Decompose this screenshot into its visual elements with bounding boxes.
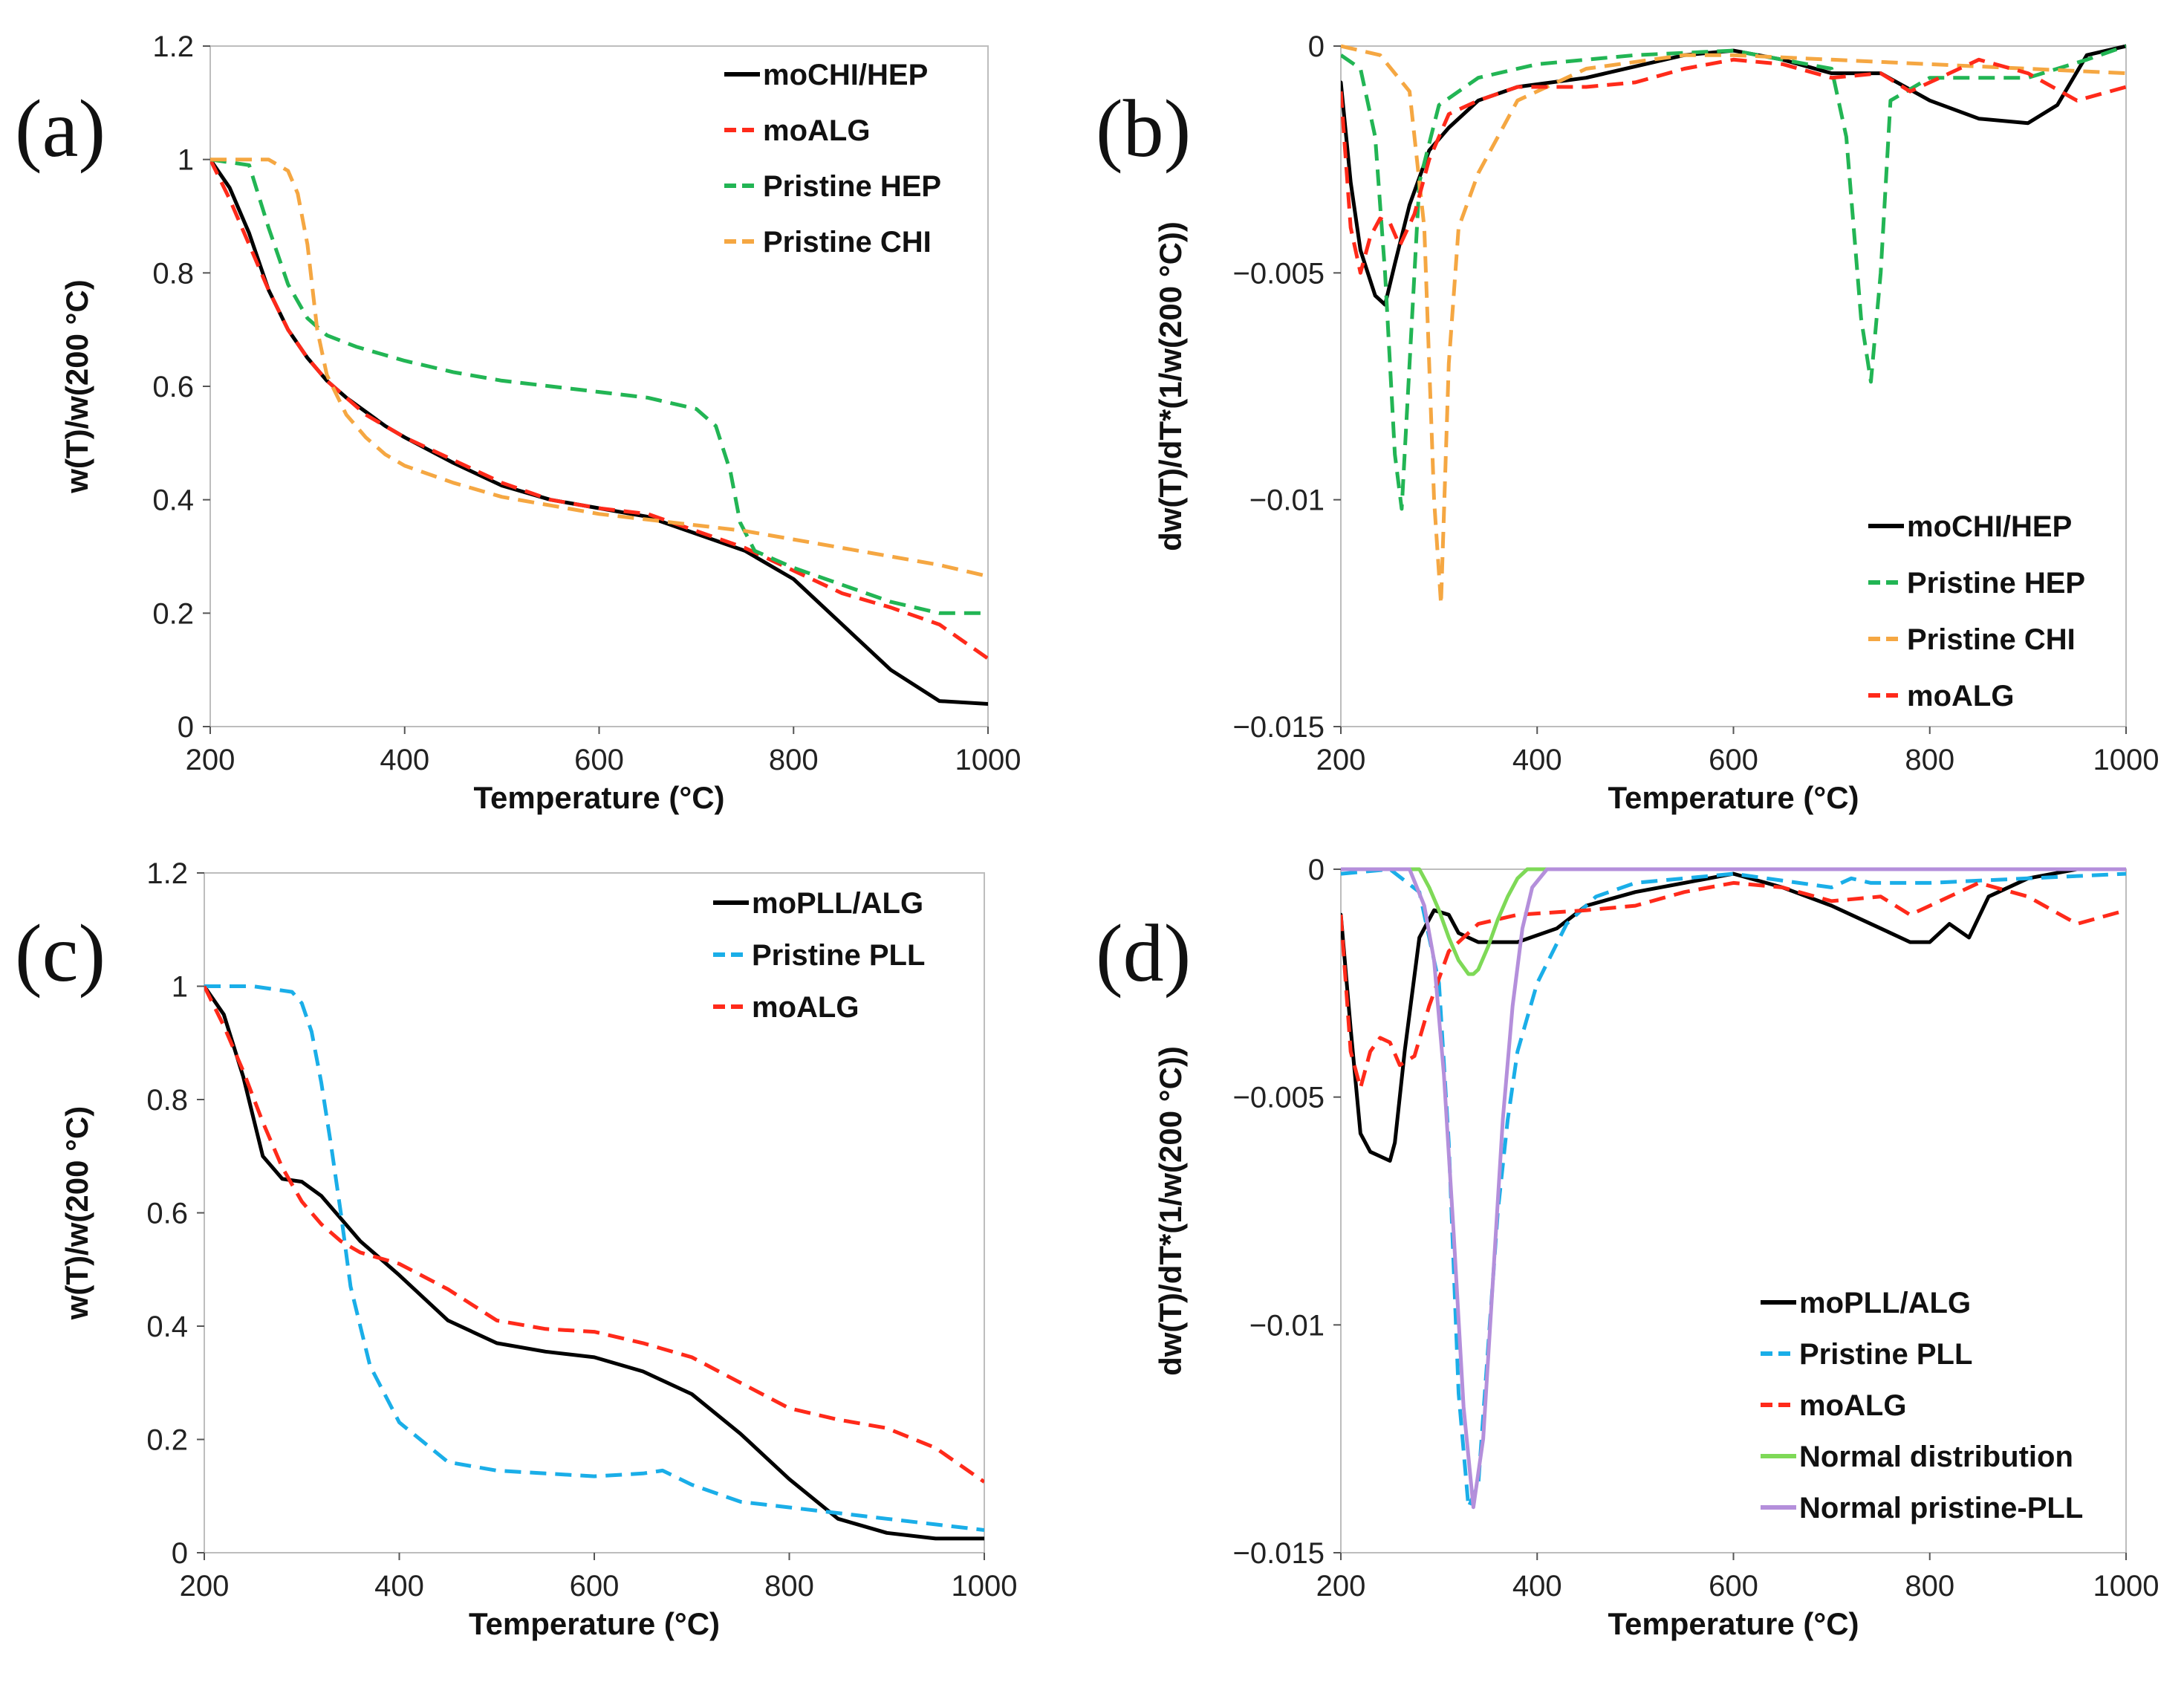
x-axis-title: Temperature (°C) <box>1608 780 1859 815</box>
x-tick-label: 200 <box>1316 1570 1366 1603</box>
series-group <box>1341 44 2126 606</box>
x-tick-label: 600 <box>570 1570 620 1603</box>
y-tick-label: 0.6 <box>152 371 194 403</box>
series-line-normal-distribution <box>1341 867 2126 976</box>
panel-a: 0 0.2 0.4 0.6 0.8 1 1.2 200 400 600 800 1000 Tempera… <box>15 30 1021 815</box>
y-tick-label: −0.005 <box>1233 1082 1325 1114</box>
x-tick-label: 400 <box>1512 744 1562 776</box>
legend-entry-normal-distribution: Normal distribution <box>1799 1441 2073 1473</box>
y-tick-label: −0.01 <box>1249 1309 1325 1342</box>
legend-entry-moalg: moALG <box>1799 1389 1906 1422</box>
y-tick-label: −0.005 <box>1233 257 1325 290</box>
plot-area-c <box>204 872 985 1553</box>
series-group <box>1341 867 2126 1510</box>
series-line-mochi-hep <box>210 158 988 706</box>
x-tick-label: 1000 <box>2093 744 2159 776</box>
panel-c: 0 0.2 0.4 0.6 0.8 1 1.2 200 400 600 800 1000 Tempera… <box>15 857 1017 1641</box>
y-tick-label: 0.4 <box>152 484 194 517</box>
series-line-pristine-hep <box>1341 44 2126 511</box>
y-tick-label: 0.2 <box>146 1424 188 1457</box>
y-tick-label: 0.4 <box>146 1311 188 1343</box>
y-tick-label: −0.015 <box>1233 711 1325 744</box>
series-line-mopll-alg <box>204 984 984 1541</box>
panel-label: (c) <box>15 908 105 999</box>
x-axis-title: Temperature (°C) <box>1608 1606 1859 1641</box>
y-axis-title: dw(T)/dT*(1/w(200 °C)) <box>1153 1046 1188 1376</box>
legend-entry-pristine-pll: Pristine PLL <box>1799 1338 1972 1371</box>
y-tick-label: 0 <box>172 1537 188 1570</box>
panel-d: −0.015 −0.01 −0.005 0 200 400 600 800 1000 Temper… <box>1096 854 2159 1641</box>
x-tick-label: 800 <box>1905 744 1954 776</box>
y-tick-label: 0.6 <box>146 1198 188 1230</box>
x-tick-label: 800 <box>764 1570 814 1603</box>
legend-entry-mochi-hep: moCHI/HEP <box>763 59 928 91</box>
series-group <box>204 984 984 1541</box>
series-line-moalg <box>204 985 984 1484</box>
y-tick-label: 1.2 <box>152 30 194 63</box>
x-tick-label: 1000 <box>2093 1570 2159 1603</box>
y-tick-label: 1.2 <box>146 857 188 890</box>
y-tick-label: 1 <box>178 144 194 177</box>
x-axis-title: Temperature (°C) <box>473 780 724 815</box>
x-tick-label: 800 <box>769 744 819 776</box>
series-line-moalg <box>1341 57 2126 275</box>
plot-area-a <box>209 45 989 727</box>
y-tick-label: −0.015 <box>1233 1537 1325 1570</box>
legend-entry-pristine-pll: Pristine PLL <box>752 939 925 972</box>
y-axis-title: w(T)/w(200 °C) <box>59 1106 94 1320</box>
x-tick-label: 1000 <box>955 744 1021 776</box>
y-tick-label: 0.2 <box>152 597 194 630</box>
x-tick-label: 200 <box>186 744 235 776</box>
x-axis-title: Temperature (°C) <box>469 1606 720 1641</box>
x-tick-label: 400 <box>374 1570 424 1603</box>
x-tick-label: 600 <box>1709 1570 1758 1603</box>
legend-entry-moalg: moALG <box>763 114 870 147</box>
y-tick-label: −0.01 <box>1249 484 1325 517</box>
y-tick-label: 1 <box>172 971 188 1004</box>
x-tick-label: 400 <box>380 744 429 776</box>
legend-entry-pristine-hep: Pristine HEP <box>1907 567 2085 600</box>
legend-entry-pristine-chi: Pristine CHI <box>763 226 932 259</box>
x-tick-label: 800 <box>1905 1570 1954 1603</box>
x-tick-label: 1000 <box>952 1570 1018 1603</box>
series-group <box>210 158 988 706</box>
legend-entry-mochi-hep: moCHI/HEP <box>1907 510 2072 543</box>
series-line-pristine-chi <box>1341 44 2126 606</box>
panel-label: (d) <box>1096 908 1191 999</box>
series-line-normal-pristine-pll <box>1341 867 2126 1510</box>
series-line-pristine-pll <box>204 984 984 1532</box>
series-line-mochi-hep <box>1341 44 2126 307</box>
legend-entry-moalg: moALG <box>1907 680 2014 712</box>
series-line-pristine-pll <box>1341 867 2126 1510</box>
panel-label: (a) <box>15 83 105 174</box>
legend-entry-mopll-alg: moPLL/ALG <box>1799 1287 1971 1319</box>
series-line-pristine-chi <box>210 158 988 579</box>
panel-label: (b) <box>1096 83 1191 174</box>
legend-entry-pristine-chi: Pristine CHI <box>1907 623 2076 656</box>
x-tick-label: 200 <box>1316 744 1366 776</box>
y-axis-title: dw(T)/dT*(1/w(200 °C)) <box>1153 221 1188 551</box>
y-tick-label: 0 <box>1308 30 1325 63</box>
y-tick-label: 0.8 <box>152 257 194 290</box>
x-tick-label: 600 <box>1709 744 1758 776</box>
panel-b: −0.015 −0.01 −0.005 0 200 400 600 800 1000 Temper… <box>1096 30 2159 815</box>
series-line-mopll-alg <box>1341 867 2126 1163</box>
x-tick-label: 600 <box>574 744 624 776</box>
legend-entry-pristine-hep: Pristine HEP <box>763 170 941 203</box>
y-tick-label: 0 <box>1308 854 1325 886</box>
legend-entry-mopll-alg: moPLL/ALG <box>752 887 923 920</box>
legend-entry-normal-pristine-pll: Normal pristine-PLL <box>1799 1492 2083 1524</box>
series-line-moalg <box>1341 880 2126 1090</box>
x-tick-label: 400 <box>1512 1570 1562 1603</box>
y-tick-label: 0 <box>178 711 194 744</box>
y-tick-label: 0.8 <box>146 1084 188 1117</box>
x-tick-label: 200 <box>180 1570 230 1603</box>
y-axis-title: w(T)/w(200 °C) <box>59 279 94 493</box>
legend-entry-moalg: moALG <box>752 991 859 1024</box>
series-line-pristine-hep <box>210 158 988 615</box>
